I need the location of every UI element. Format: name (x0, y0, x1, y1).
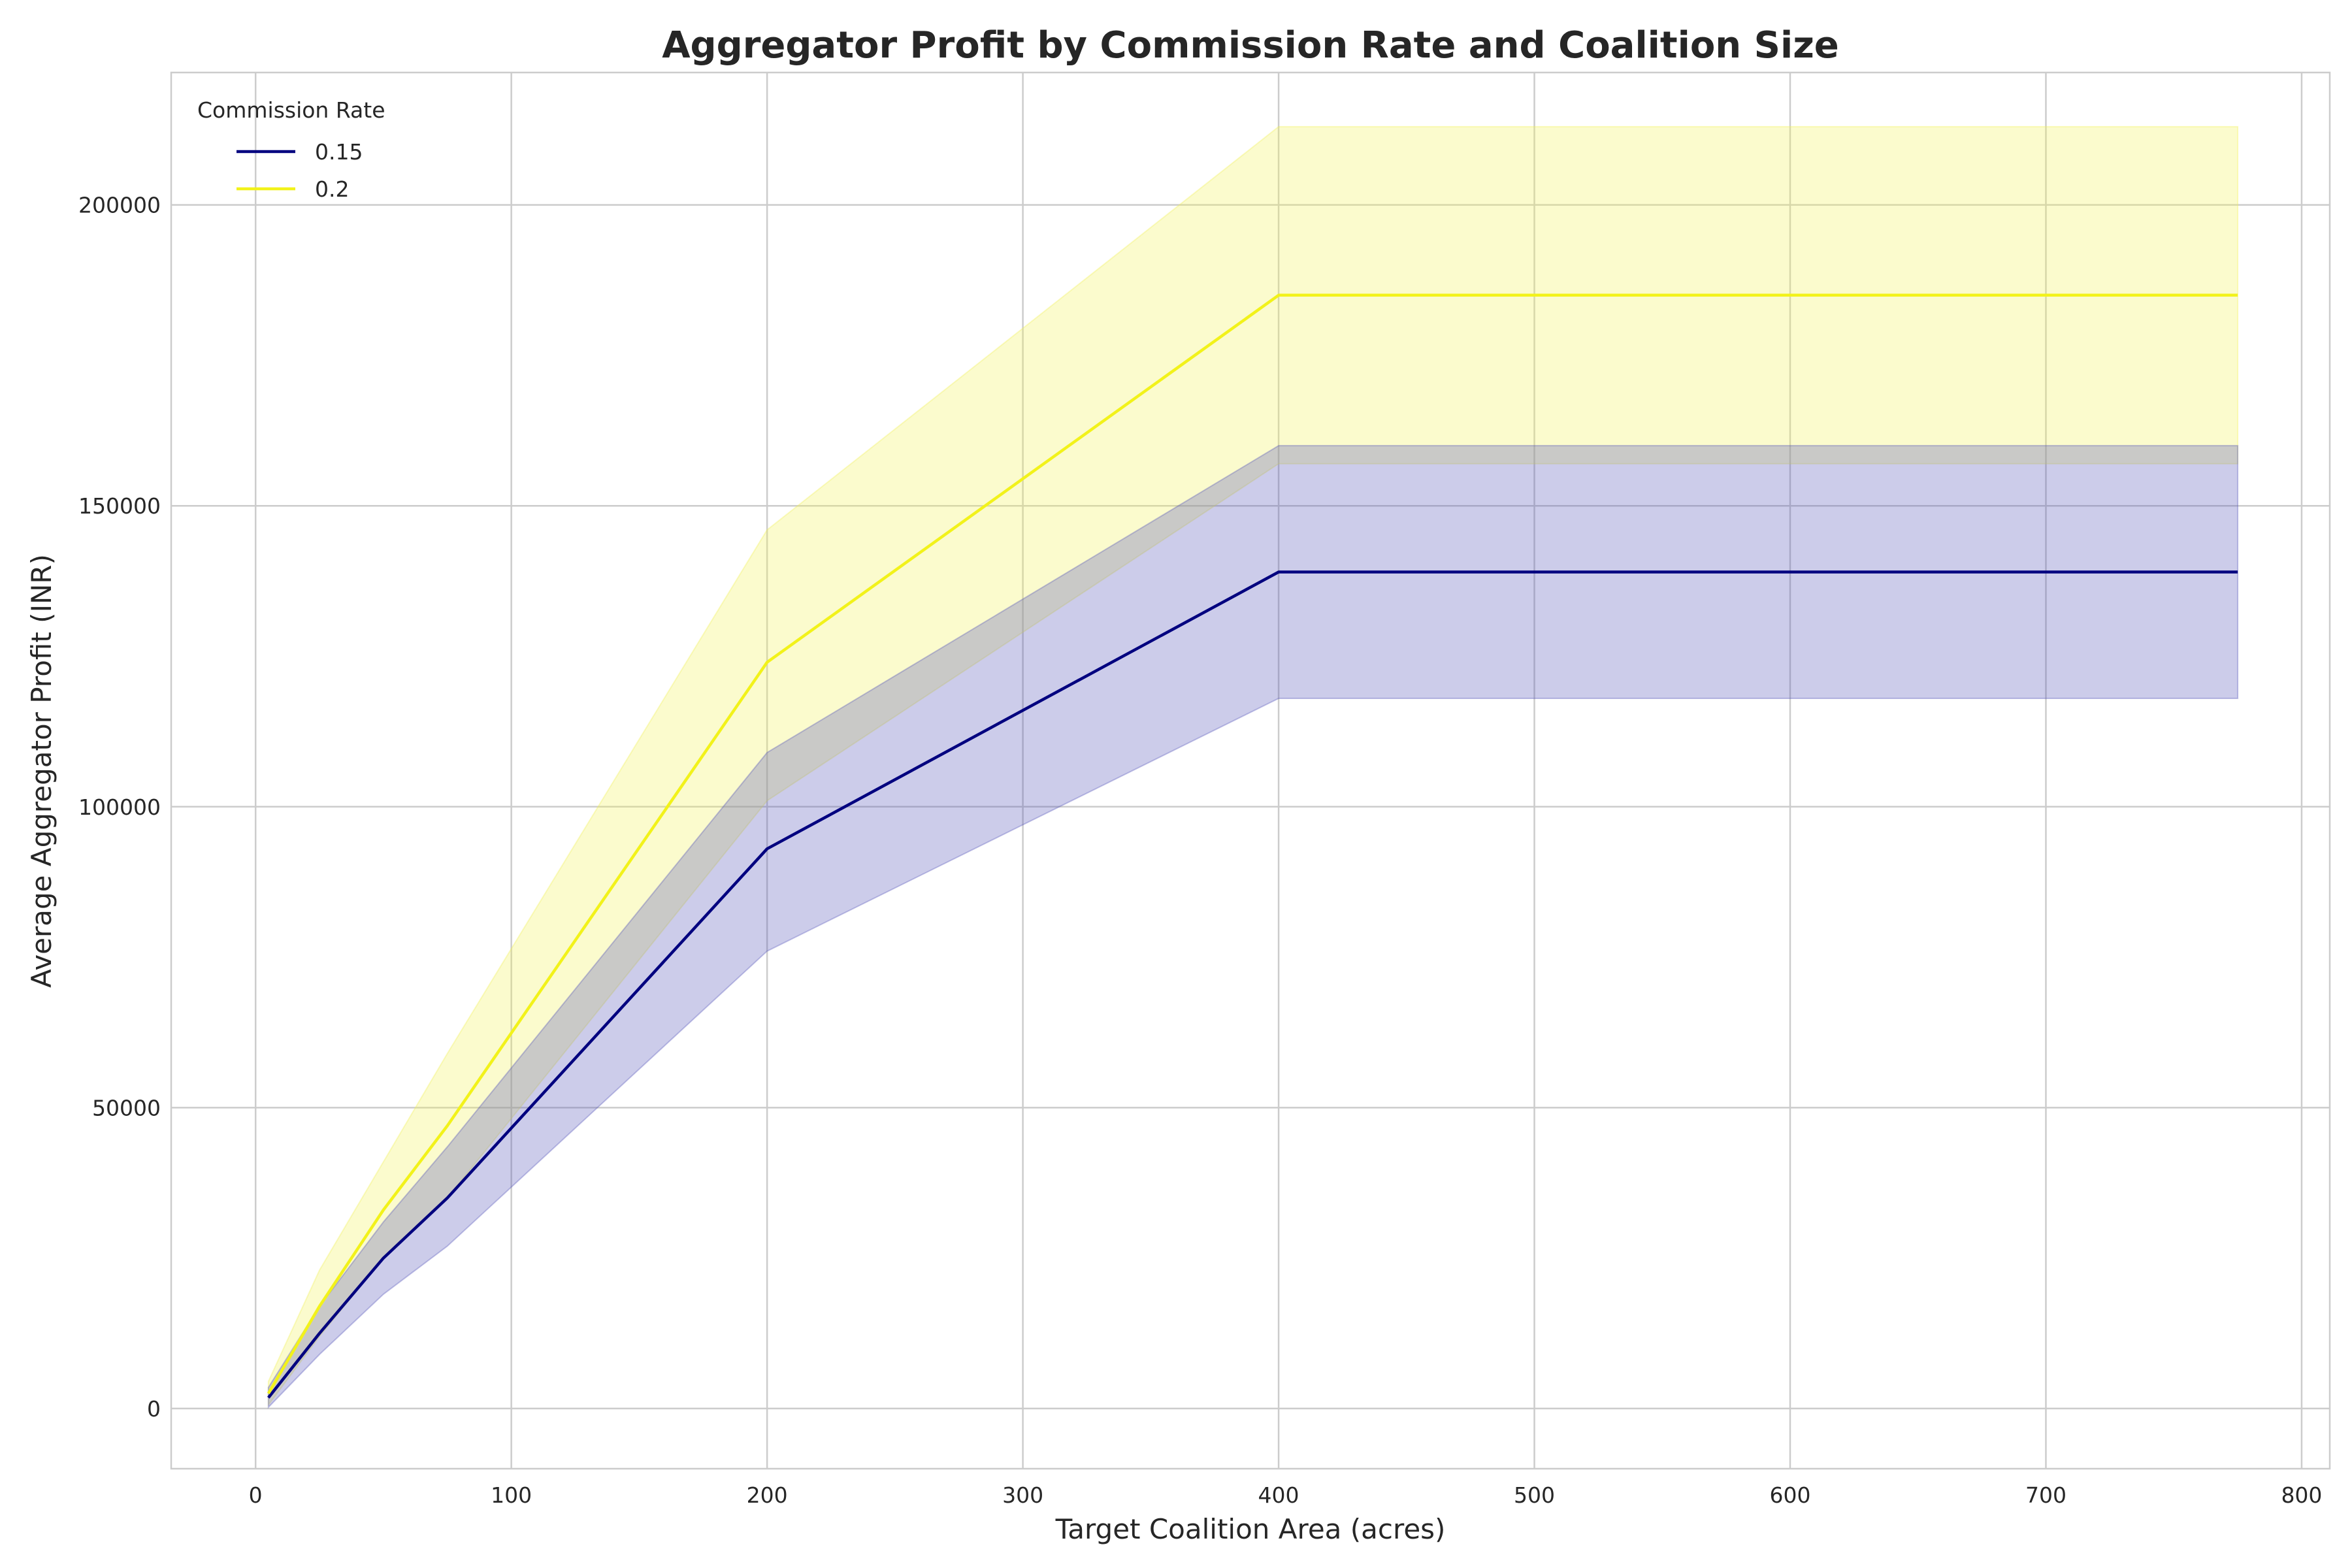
x-tick-labels: 0 100 200 300 400 500 600 700 800 (249, 1482, 2323, 1508)
y-tick-labels: 0 50000 100000 150000 200000 (78, 193, 161, 1422)
y-axis-label: Average Aggregator Profit (INR) (25, 554, 57, 988)
series-line-0.2 (267, 293, 2238, 1395)
x-tick-label: 600 (1770, 1482, 1811, 1508)
legend-title: Commission Rate (197, 97, 385, 123)
y-tick-label: 0 (147, 1396, 161, 1422)
x-tick-label: 800 (2281, 1482, 2322, 1508)
series-line-0.15 (267, 570, 2238, 1399)
x-tick-label: 0 (249, 1482, 263, 1508)
legend: Commission Rate 0.15 0.2 (197, 97, 385, 202)
x-tick-label: 700 (2025, 1482, 2066, 1508)
x-tick-label: 100 (491, 1482, 532, 1508)
y-tick-label: 150000 (78, 493, 161, 519)
x-tick-label: 200 (747, 1482, 788, 1508)
x-axis-label: Target Coalition Area (acres) (1055, 1513, 1446, 1545)
x-tick-label: 500 (1514, 1482, 1555, 1508)
grid (171, 73, 2330, 1469)
y-tick-label: 100000 (78, 794, 161, 820)
x-tick-label: 400 (1258, 1482, 1299, 1508)
series-lines (267, 293, 2238, 1399)
chart-title: Aggregator Profit by Commission Rate and… (662, 24, 1839, 67)
legend-label-0.2: 0.2 (315, 176, 349, 202)
plot-frame (170, 71, 2331, 1470)
x-tick-label: 300 (1002, 1482, 1043, 1508)
y-tick-label: 50000 (92, 1095, 161, 1120)
legend-label-0.15: 0.15 (315, 139, 363, 165)
y-tick-label: 200000 (78, 193, 161, 218)
confidence-band-0.15 (267, 445, 2239, 1409)
